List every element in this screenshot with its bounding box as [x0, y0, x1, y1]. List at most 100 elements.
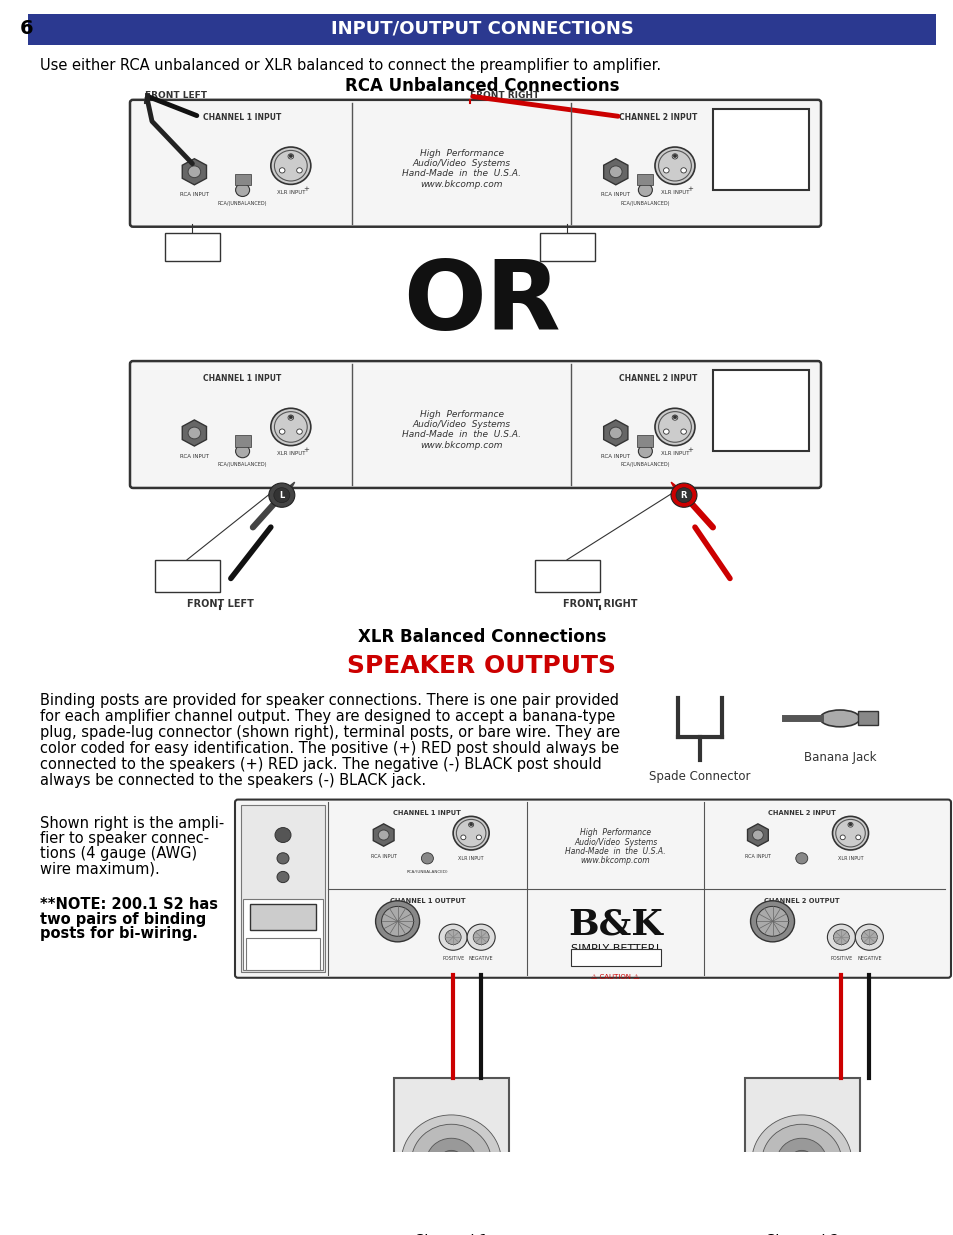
Polygon shape — [603, 420, 627, 446]
Text: RCA/(UNBALANCED): RCA/(UNBALANCED) — [406, 869, 448, 873]
Text: RCA/(UNBALANCED): RCA/(UNBALANCED) — [620, 462, 669, 467]
Circle shape — [468, 823, 473, 827]
Text: Shown right is the ampli-: Shown right is the ampli- — [40, 816, 224, 831]
Text: RCA INPUT: RCA INPUT — [180, 193, 209, 198]
Text: RCA/(UNBALANCED): RCA/(UNBALANCED) — [217, 462, 267, 467]
FancyBboxPatch shape — [394, 1078, 509, 1218]
Text: SERIAL #: SERIAL # — [296, 950, 319, 955]
Circle shape — [672, 415, 677, 420]
Text: SPEAKER OUTPUTS: SPEAKER OUTPUTS — [347, 655, 616, 678]
Circle shape — [411, 1124, 491, 1199]
Circle shape — [381, 906, 414, 936]
Text: color coded for easy identification. The positive (+) RED post should always be: color coded for easy identification. The… — [40, 741, 618, 756]
Polygon shape — [182, 159, 206, 185]
Circle shape — [401, 1115, 501, 1208]
FancyBboxPatch shape — [130, 100, 821, 227]
Circle shape — [446, 1157, 456, 1166]
Text: Spade Connector: Spade Connector — [649, 769, 750, 783]
Circle shape — [655, 147, 694, 184]
Circle shape — [235, 184, 250, 196]
Text: FRONT RIGHT: FRONT RIGHT — [470, 91, 538, 100]
Circle shape — [188, 427, 200, 438]
FancyBboxPatch shape — [28, 14, 935, 44]
Text: XLR INPUT: XLR INPUT — [276, 190, 305, 195]
FancyBboxPatch shape — [713, 109, 808, 190]
Circle shape — [832, 816, 867, 850]
FancyBboxPatch shape — [250, 904, 315, 930]
Circle shape — [673, 154, 676, 158]
Text: www.bkcomp.com: www.bkcomp.com — [420, 441, 502, 450]
Text: connected to the speakers (+) RED jack. The negative (-) BLACK post should: connected to the speakers (+) RED jack. … — [40, 757, 601, 772]
Text: RCA/(UNBALANCED): RCA/(UNBALANCED) — [620, 201, 669, 206]
FancyBboxPatch shape — [234, 799, 950, 978]
Text: CTRL
IN: CTRL IN — [293, 848, 305, 860]
Circle shape — [438, 924, 467, 950]
Text: POSITIVE: POSITIVE — [441, 956, 464, 961]
Text: posts for bi-wiring.: posts for bi-wiring. — [40, 926, 197, 941]
Circle shape — [861, 930, 877, 945]
Circle shape — [235, 445, 250, 458]
Circle shape — [670, 483, 697, 508]
Polygon shape — [182, 420, 206, 446]
Circle shape — [789, 1150, 813, 1173]
Text: XLR INPUT: XLR INPUT — [660, 190, 688, 195]
Text: RCA/(UNBALANCED): RCA/(UNBALANCED) — [217, 201, 267, 206]
Circle shape — [469, 823, 473, 826]
Text: CONTROL I/O: CONTROL I/O — [260, 811, 305, 816]
Circle shape — [296, 168, 302, 173]
Circle shape — [676, 488, 691, 503]
Circle shape — [761, 1124, 841, 1199]
FancyBboxPatch shape — [570, 948, 659, 966]
Text: B&K: B&K — [735, 400, 786, 419]
Text: Banana Jack: Banana Jack — [803, 751, 876, 764]
Text: CHANNEL 2 INPUT: CHANNEL 2 INPUT — [618, 112, 697, 122]
Text: fier to speaker connec-: fier to speaker connec- — [40, 831, 209, 846]
Text: FRONT LEFT: FRONT LEFT — [145, 91, 207, 100]
Circle shape — [460, 835, 465, 840]
FancyBboxPatch shape — [535, 559, 599, 593]
FancyBboxPatch shape — [165, 233, 220, 262]
FancyBboxPatch shape — [234, 174, 251, 185]
Circle shape — [296, 429, 302, 435]
Text: CHANNEL 1 OUTPUT: CHANNEL 1 OUTPUT — [389, 898, 465, 904]
Text: (+): (+) — [423, 1091, 442, 1100]
Circle shape — [453, 816, 489, 850]
Polygon shape — [671, 482, 693, 503]
Text: High  Performance: High Performance — [579, 829, 651, 837]
Polygon shape — [373, 824, 394, 846]
Circle shape — [847, 823, 852, 827]
Circle shape — [752, 830, 762, 840]
Text: RCA Unbalanced Connections: RCA Unbalanced Connections — [344, 77, 618, 95]
Text: CTRL
OUT
DC/AC: CTRL OUT DC/AC — [293, 872, 308, 889]
Text: FRONT LEFT: FRONT LEFT — [187, 599, 253, 609]
Text: CHANNEL 1 INPUT: CHANNEL 1 INPUT — [393, 810, 461, 816]
Text: SIMPLY BETTER!: SIMPLY BETTER! — [736, 167, 785, 172]
FancyBboxPatch shape — [130, 361, 821, 488]
Text: two pairs of binding: two pairs of binding — [40, 911, 206, 926]
Circle shape — [795, 852, 807, 864]
Text: Hand-Made  in  the  U.S.A.: Hand-Made in the U.S.A. — [402, 169, 520, 178]
Text: FRONT RIGHT: FRONT RIGHT — [562, 599, 637, 609]
Circle shape — [473, 930, 489, 945]
Circle shape — [289, 415, 293, 419]
Circle shape — [426, 1139, 476, 1184]
Text: RCA INPUT: RCA INPUT — [600, 193, 630, 198]
FancyBboxPatch shape — [241, 805, 325, 972]
Text: CHANNEL 2 INPUT: CHANNEL 2 INPUT — [767, 810, 835, 816]
Text: www.bkcomp.com: www.bkcomp.com — [420, 179, 502, 189]
Circle shape — [276, 852, 289, 864]
Text: XLR Balanced Connections: XLR Balanced Connections — [357, 627, 605, 646]
Circle shape — [274, 488, 290, 503]
Circle shape — [638, 445, 652, 458]
Text: BUTTON
OUT: BUTTON OUT — [173, 237, 211, 257]
Circle shape — [751, 1115, 851, 1208]
Circle shape — [274, 827, 291, 842]
Circle shape — [378, 830, 389, 840]
Text: tions (4 gauge (AWG): tions (4 gauge (AWG) — [40, 846, 197, 861]
FancyBboxPatch shape — [637, 174, 653, 185]
FancyBboxPatch shape — [744, 1078, 859, 1218]
Text: R: R — [680, 490, 686, 500]
Text: XLR INPUT: XLR INPUT — [457, 857, 483, 862]
Circle shape — [655, 409, 694, 446]
Text: BUTTON
PUSHED IN: BUTTON PUSHED IN — [543, 567, 590, 585]
